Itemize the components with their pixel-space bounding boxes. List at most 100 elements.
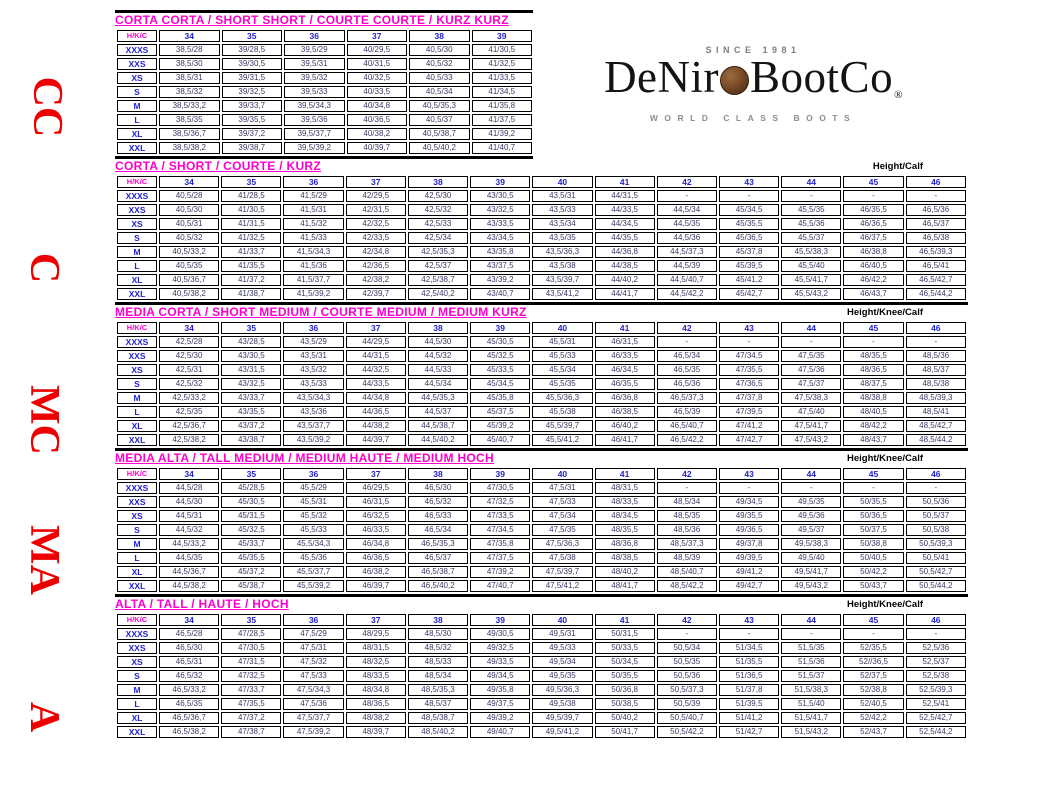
corner-label: Height/Knee/Calf xyxy=(846,453,923,464)
size-cell: 45,5/43,2 xyxy=(781,288,842,300)
size-cell: 48/33,5 xyxy=(594,496,655,508)
size-cell: 42/29,5 xyxy=(345,190,406,202)
side-label-corta-corta: CC xyxy=(24,76,70,138)
size-cell: 46/40,2 xyxy=(594,420,655,432)
size-cell: 45/28,5 xyxy=(221,482,282,494)
hkc-header: H/K/C xyxy=(117,322,157,334)
size-row: L 42,5/35 43/35,5 43,5/36 44/36,5 44,5/37 45/3… xyxy=(117,406,966,418)
size-cell: 47,5/29 xyxy=(283,628,344,640)
header-row: H/K/C 34 35 36 37 38 39 40 41 42 43 44 45 46 xyxy=(117,176,966,188)
size-cell: 52,5/41 xyxy=(905,698,966,710)
size-cell: 48/32,5 xyxy=(345,656,406,668)
size-cell: 45,5/37,7 xyxy=(283,566,344,578)
size-cell: 44,5/30 xyxy=(407,336,469,348)
size-cell: 38,5/35 xyxy=(159,114,220,126)
size-cell: 44,5/38,2 xyxy=(159,580,220,592)
side-label-media-alta: MA xyxy=(21,525,67,595)
size-cell: 42,5/34 xyxy=(407,232,469,244)
size-cell: - xyxy=(905,190,966,202)
size-cell: 42,5/28 xyxy=(159,336,220,348)
size-cell: 44,5/37,3 xyxy=(656,246,717,258)
size-cell: 49/32,5 xyxy=(470,642,531,654)
table-title: MEDIA ALTA / TALL MEDIUM / MEDIUM HAUTE … xyxy=(115,451,494,465)
row-label: M xyxy=(117,100,157,112)
size-cell: - xyxy=(656,336,717,348)
row-label: XS xyxy=(117,656,157,668)
size-cell: 43,5/39,2 xyxy=(283,434,344,446)
size-row: XXS 46,5/30 47/30,5 47,5/31 48/31,5 48,5/32 49… xyxy=(117,642,966,654)
size-cell: 41/37,5 xyxy=(471,114,532,126)
size-cell: 46,5/38,2 xyxy=(159,726,220,738)
size-cell: 43,5/33 xyxy=(283,378,344,390)
size-cell: 50,5/41 xyxy=(905,552,966,564)
size-cell: 47/35,8 xyxy=(470,538,531,550)
size-cell: - xyxy=(718,336,780,348)
size-cell: 47,5/32 xyxy=(283,656,344,668)
size-cell: 43/39,2 xyxy=(470,274,531,286)
size-cell: 48,5/37 xyxy=(407,698,469,710)
size-cell: 41,5/33 xyxy=(283,232,344,244)
size-column-header: 42 xyxy=(656,468,717,480)
size-cell: 49/35,5 xyxy=(718,510,780,522)
size-cell: 46,5/35 xyxy=(159,698,220,710)
size-cell: 46/32,5 xyxy=(345,510,406,522)
size-row: XL 46,5/36,7 47/37,2 47,5/37,7 48/38,2 48,5/3… xyxy=(117,712,966,724)
size-cell: 44,5/42,2 xyxy=(656,288,717,300)
size-cell: 51/34,5 xyxy=(718,642,780,654)
hkc-header: H/K/C xyxy=(117,30,157,42)
size-cell: 38,5/36,7 xyxy=(159,128,220,140)
size-cell: 46/34,8 xyxy=(345,538,406,550)
size-cell: 49/37,8 xyxy=(718,538,780,550)
size-cell: 45,5/36 xyxy=(781,218,842,230)
size-cell: 49,5/31 xyxy=(532,628,593,640)
row-label: S xyxy=(117,378,157,390)
row-label: XL xyxy=(117,566,157,578)
size-cell: 48/35,5 xyxy=(843,350,904,362)
size-cell: 40,5/31 xyxy=(159,218,220,230)
size-cell: 45,5/39,7 xyxy=(532,420,593,432)
size-cell: 46,5/36,7 xyxy=(159,712,220,724)
size-column-header: 42 xyxy=(656,614,717,626)
size-cell: 50,5/42,2 xyxy=(656,726,717,738)
size-cell: 46,5/30 xyxy=(407,482,469,494)
size-cell: 43,5/38 xyxy=(532,260,593,272)
size-cell: - xyxy=(905,336,966,348)
size-column-header: 39 xyxy=(470,176,531,188)
size-row: S 46,5/32 47/32,5 47,5/33 48/33,5 48,5/34 49/3… xyxy=(117,670,966,682)
size-cell: 48,5/34 xyxy=(407,670,469,682)
size-cell: 43/30,5 xyxy=(470,190,531,202)
size-cell: 48,5/42,7 xyxy=(905,420,966,432)
size-column-header: 36 xyxy=(283,468,344,480)
row-label: S xyxy=(117,232,157,244)
side-label-corta: C xyxy=(21,252,67,284)
size-row: M 40,5/33,2 41/33,7 41,5/34,3 42/34,8 42,5/35… xyxy=(117,246,966,258)
header-row: H/K/C 34 35 36 37 38 39 40 41 42 43 44 45 46 xyxy=(117,468,966,480)
size-cell: 47/35,5 xyxy=(221,698,282,710)
size-cell: 39/30,5 xyxy=(221,58,282,70)
size-cell: 43,5/34,3 xyxy=(283,392,344,404)
size-row: XS 40,5/31 41/31,5 41,5/32 42/32,5 42,5/33 43/… xyxy=(117,218,966,230)
size-cell: 48,5/37,3 xyxy=(656,538,717,550)
size-cell: 48,5/30 xyxy=(407,628,469,640)
size-row: XXS 38,5/30 39/30,5 39,5/31 40/31,5 40,5/32 41… xyxy=(117,58,532,70)
size-cell: 41,5/34,3 xyxy=(283,246,344,258)
size-cell: 47/37,2 xyxy=(221,712,282,724)
size-cell: 46,5/37 xyxy=(905,218,966,230)
row-label: XXL xyxy=(117,288,157,300)
size-cell: 50/41,7 xyxy=(594,726,655,738)
size-cell: 48/33,5 xyxy=(345,670,406,682)
size-cell: 44,5/40,7 xyxy=(656,274,717,286)
size-cell: - xyxy=(656,628,717,640)
size-cell: 46,5/31 xyxy=(159,656,220,668)
size-cell: 44/34,8 xyxy=(345,392,406,404)
row-label: L xyxy=(117,552,157,564)
size-cell: 41/32,5 xyxy=(221,232,282,244)
size-column-header: 35 xyxy=(221,30,282,42)
size-cell: 48,5/33 xyxy=(407,656,469,668)
size-cell: 48,5/38 xyxy=(905,378,966,390)
size-column-header: 39 xyxy=(470,468,531,480)
size-cell: 45,5/35 xyxy=(532,378,593,390)
size-cell: - xyxy=(781,336,842,348)
size-cell: 45/37,2 xyxy=(221,566,282,578)
row-label: XXS xyxy=(117,58,157,70)
